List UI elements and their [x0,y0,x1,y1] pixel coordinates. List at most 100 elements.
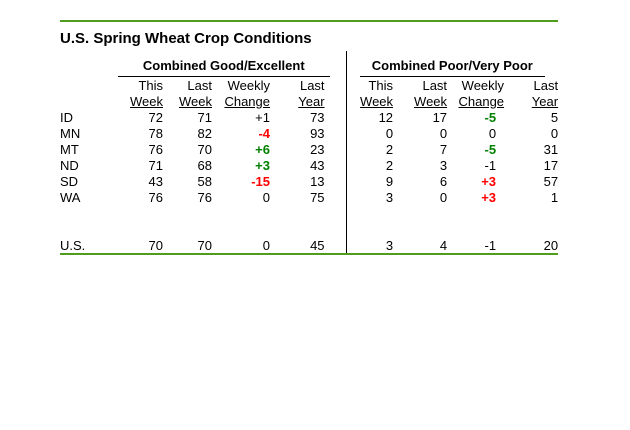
ge-last-year: 13 [310,173,325,189]
pvp-weekly-change: +3 [481,173,497,189]
ge-last-year: 93 [310,125,325,141]
pvp-last-year: 17 [543,157,559,173]
spacer-cell [60,205,346,237]
pvp-last-week: 7 [439,141,448,157]
ge-col-header-change: Change [224,93,270,109]
ge-last-week: 58 [197,173,212,189]
ge-col-header-weekly: Weekly [227,77,270,93]
ge-last-week: 70 [197,141,212,157]
pvp-this-week: 12 [345,109,394,125]
section-header-row: Combined Good/Excellent Combined Poor/Ve… [60,51,559,77]
pvp-this-week: 3 [345,189,394,205]
table-row-sd: SD 43 58 -15 13 9 6 +3 57 [60,173,558,189]
ge-this-week: 78 [148,125,163,141]
pvp-col-header-week: Week [345,93,394,109]
ge-this-week: 72 [148,109,163,125]
pvp-last-week: 6 [439,173,448,189]
pvp-this-week: 3 [345,237,394,254]
ge-last-year: 75 [310,189,325,205]
crop-conditions-table: Combined Good/Excellent Combined Poor/Ve… [60,51,559,255]
pvp-col-header-weekly: Weekly [461,77,505,93]
state-label: ND [60,157,79,173]
empty-cell [60,77,102,93]
pvp-this-week: 0 [345,125,394,141]
ge-col-header-week: Week [130,93,163,109]
pvp-col-header-year: Year [531,93,559,109]
column-header-row-1: This Last Weekly Last This Last Weekly L… [60,77,558,93]
pvp-last-year: 1 [550,189,559,205]
table-row-nd: ND 71 68 +3 43 2 3 -1 17 [60,157,558,173]
state-label: MN [60,125,81,141]
section-header-good-excellent: Combined Good/Excellent [102,51,346,77]
ge-last-year: 73 [310,109,325,125]
pvp-col-header-week2: Week [414,93,448,109]
pvp-last-week: 0 [439,125,448,141]
spacer-row [60,205,559,237]
ge-col-header-last: Last [187,77,212,93]
ge-last-week: 71 [197,109,212,125]
state-label: SD [60,173,79,189]
ge-weekly-change: -15 [251,173,270,189]
empty-cell [60,93,102,109]
total-label: U.S. [60,237,86,253]
pvp-this-week: 9 [345,173,394,189]
ge-weekly-change: +1 [255,109,270,125]
ge-this-week: 71 [148,157,163,173]
pvp-weekly-change: -5 [484,141,497,157]
table-row-us-total: U.S. 70 70 0 45 3 4 -1 20 [60,237,558,254]
ge-col-header-week2: Week [179,93,212,109]
pvp-col-header-last: Last [422,77,448,93]
ge-weekly-change: 0 [262,189,270,205]
pvp-last-week: 3 [439,157,448,173]
state-label: WA [60,189,81,205]
corner-cell [60,51,102,77]
section-header-poor-very-poor: Combined Poor/Very Poor [345,51,559,77]
ge-col-header-last2: Last [299,77,325,93]
state-label: ID [60,109,73,125]
pvp-last-year: 5 [550,109,559,125]
table-row-wa: WA 76 76 0 75 3 0 +3 1 [60,189,558,205]
ge-this-week: 43 [148,173,163,189]
ge-weekly-change: 0 [262,237,270,253]
pvp-last-week: 0 [439,189,448,205]
pvp-last-week: 4 [439,237,448,253]
ge-last-week: 70 [197,237,212,253]
pvp-last-year: 20 [543,237,559,253]
pvp-weekly-change: -1 [484,237,497,253]
column-header-row-2: Week Week Change Year Week Week Change Y… [60,93,558,109]
ge-col-header-year: Year [298,93,325,109]
section-header-label: Combined Good/Excellent [117,58,330,77]
pvp-col-header-this: This [345,77,394,93]
ge-this-week: 76 [148,141,163,157]
ge-weekly-change: +3 [255,157,270,173]
ge-last-year: 43 [310,157,325,173]
ge-last-week: 82 [197,125,212,141]
ge-weekly-change: +6 [255,141,270,157]
table-row-mn: MN 78 82 -4 93 0 0 0 0 [60,125,558,141]
pvp-col-header-change: Change [458,93,505,109]
top-divider-line [60,20,558,22]
pvp-col-header-last2: Last [533,77,559,93]
table-row-id: ID 72 71 +1 73 12 17 -5 5 [60,109,558,125]
ge-weekly-change: -4 [258,125,270,141]
ge-last-week: 68 [197,157,212,173]
pvp-last-year: 0 [550,125,559,141]
pvp-this-week: 2 [345,157,394,173]
ge-this-week: 70 [148,237,163,253]
spacer-cell [345,205,559,237]
pvp-last-year: 31 [543,141,559,157]
pvp-this-week: 2 [345,141,394,157]
page-title: U.S. Spring Wheat Crop Conditions [60,30,312,47]
pvp-last-year: 57 [543,173,559,189]
ge-last-year: 45 [310,237,325,253]
ge-this-week: 76 [148,189,163,205]
ge-last-year: 23 [310,141,325,157]
pvp-weekly-change: 0 [488,125,497,141]
pvp-weekly-change: -5 [484,109,497,125]
ge-col-header-this: This [138,77,163,93]
pvp-last-week: 17 [432,109,448,125]
table-row-mt: MT 76 70 +6 23 2 7 -5 31 [60,141,558,157]
pvp-weekly-change: -1 [484,157,497,173]
section-header-label: Combined Poor/Very Poor [359,58,545,77]
